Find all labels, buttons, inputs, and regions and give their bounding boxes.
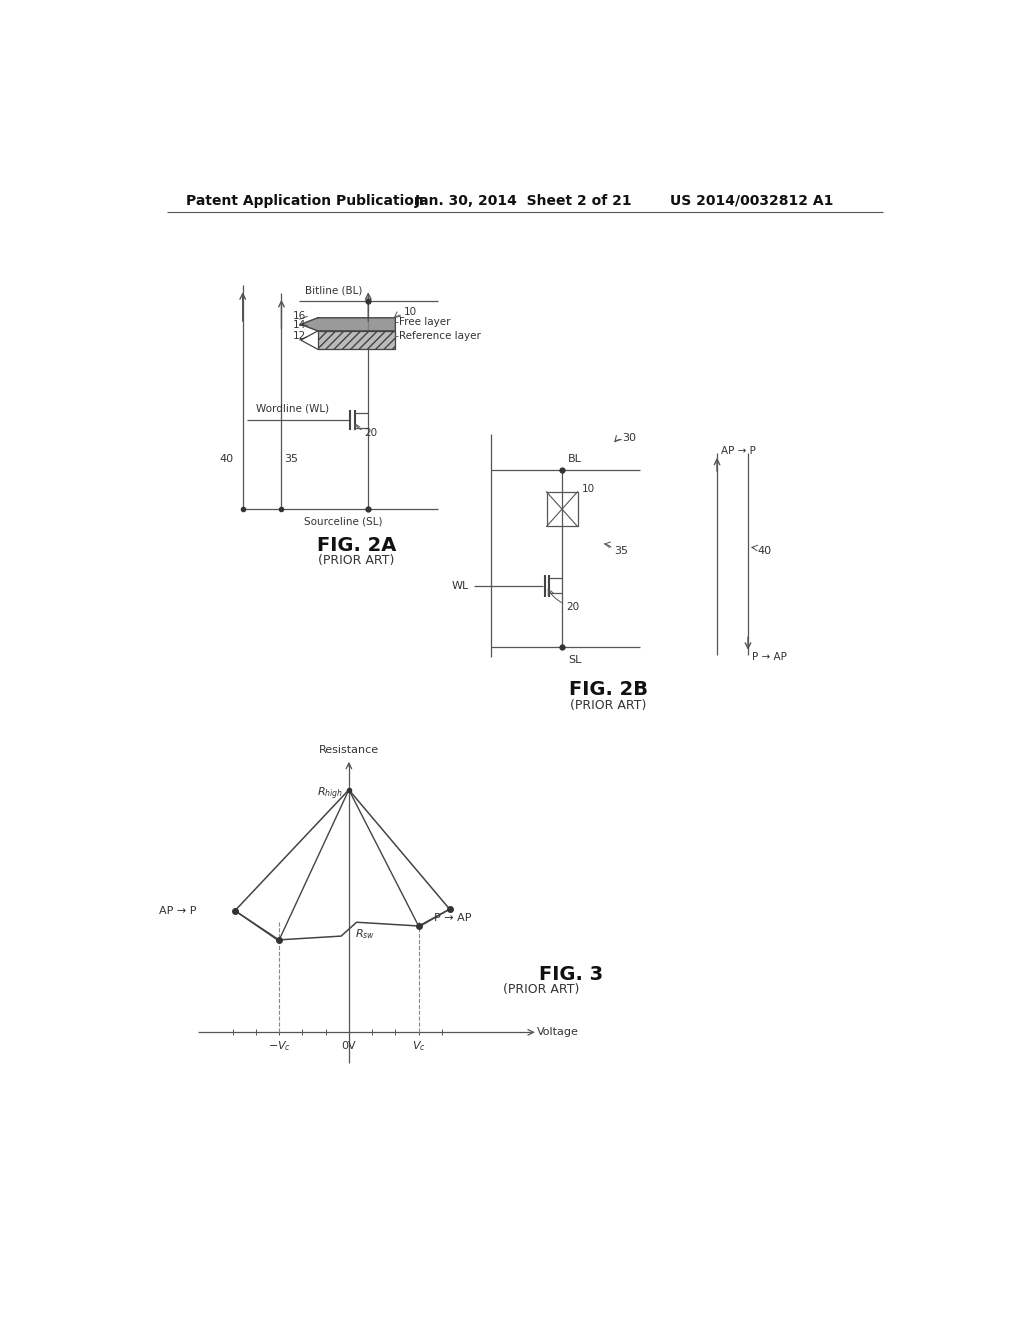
Text: 20: 20 — [365, 428, 378, 438]
Text: 10: 10 — [582, 484, 595, 495]
Text: Reference layer: Reference layer — [399, 331, 481, 342]
Text: US 2014/0032812 A1: US 2014/0032812 A1 — [671, 194, 834, 207]
Text: 20: 20 — [566, 602, 579, 612]
Text: 30: 30 — [623, 433, 637, 444]
Text: 12: 12 — [293, 331, 306, 342]
Text: 35: 35 — [614, 546, 628, 556]
Text: Wordline (WL): Wordline (WL) — [256, 404, 329, 413]
Text: (PRIOR ART): (PRIOR ART) — [503, 983, 580, 997]
Text: BL: BL — [568, 454, 582, 463]
Text: 14: 14 — [293, 321, 306, 330]
Text: AP → P: AP → P — [159, 906, 197, 916]
Text: WL: WL — [452, 581, 469, 591]
Text: P → AP: P → AP — [434, 913, 472, 924]
Text: Free layer: Free layer — [399, 317, 451, 327]
Text: (PRIOR ART): (PRIOR ART) — [318, 554, 395, 566]
Text: 40: 40 — [219, 454, 233, 463]
Text: Bitline (BL): Bitline (BL) — [305, 286, 362, 296]
Text: Jan. 30, 2014  Sheet 2 of 21: Jan. 30, 2014 Sheet 2 of 21 — [415, 194, 633, 207]
Text: AP → P: AP → P — [721, 446, 756, 455]
Text: Voltage: Voltage — [538, 1027, 580, 1038]
Text: FIG. 2B: FIG. 2B — [569, 680, 648, 700]
Polygon shape — [301, 318, 395, 331]
Text: Patent Application Publication: Patent Application Publication — [186, 194, 424, 207]
Text: 35: 35 — [285, 454, 299, 463]
Text: 40: 40 — [758, 546, 771, 556]
Text: 16: 16 — [293, 312, 306, 321]
Text: $-V_c$: $-V_c$ — [267, 1039, 291, 1053]
Text: 0V: 0V — [342, 1041, 356, 1051]
Text: SL: SL — [568, 655, 582, 665]
Text: (PRIOR ART): (PRIOR ART) — [570, 698, 647, 711]
Text: $R_{high}$: $R_{high}$ — [316, 785, 343, 803]
Text: 10: 10 — [403, 308, 417, 317]
Text: Sourceline (SL): Sourceline (SL) — [304, 517, 383, 527]
Bar — [317, 331, 395, 350]
Text: $V_c$: $V_c$ — [412, 1039, 426, 1053]
Text: P → AP: P → AP — [752, 652, 786, 661]
Text: $R_{sw}$: $R_{sw}$ — [355, 927, 375, 941]
Text: FIG. 3: FIG. 3 — [539, 965, 603, 985]
Text: FIG. 2A: FIG. 2A — [317, 536, 396, 556]
Text: Resistance: Resistance — [318, 744, 379, 755]
